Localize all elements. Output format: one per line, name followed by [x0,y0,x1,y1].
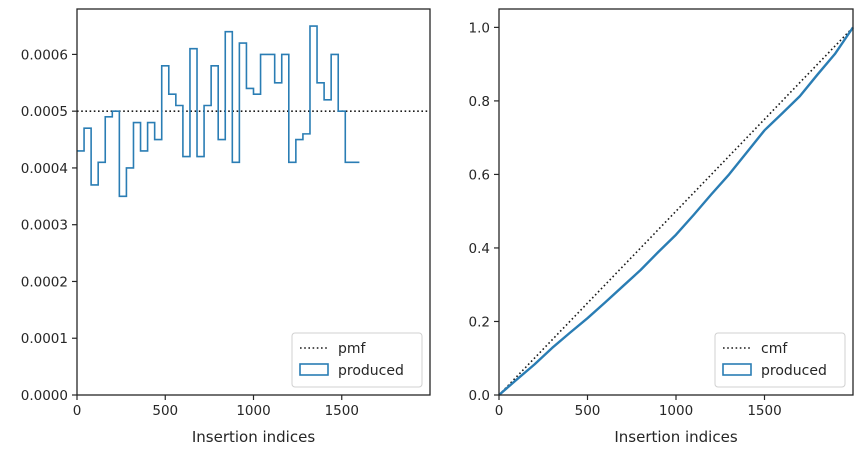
x-axis-title: Insertion indices [192,428,315,446]
pmf-histogram-panel: 0 500 1000 1500 0.0000 0.0001 0.0002 0.0003 0.00… [21,8,431,446]
y-tick-label: 0.0005 [21,104,68,120]
x-tick-label: 0 [73,403,82,419]
y-tick-label: 0.2 [469,314,490,330]
legend-cmf-label: cmf [761,341,788,357]
y-tick-label: 0.0001 [21,331,68,347]
y-tick-label: 0.0006 [21,47,68,63]
x-tick-label: 1500 [325,403,359,419]
x-tick-label: 0 [495,403,504,419]
legend-pmf-label: pmf [338,341,367,357]
legend-produced-swatch [299,363,329,376]
x-tick-label: 1000 [236,403,270,419]
legend-box [291,332,423,388]
cmf-cumulative-panel: 0 500 1000 1500 0.0 0.2 0.4 0.6 0.8 1.0 Insertion … [469,8,854,446]
series-cmf-line [498,26,854,396]
x-tick-label: 1500 [747,403,781,419]
series-produced-cumulative-line [498,26,854,396]
legend-produced-swatch [722,363,752,376]
y-tick-label: 0.0002 [21,274,68,290]
x-tick-label: 500 [152,403,178,419]
y-tick-label: 0.0000 [21,388,68,404]
x-tick-label: 1000 [659,403,693,419]
x-tick-label: 500 [575,403,601,419]
legend-box [714,332,846,388]
x-axis-title: Insertion indices [614,428,737,446]
legend-produced-label: produced [761,363,827,379]
y-tick-label: 0.6 [469,167,490,183]
y-tick-label: 0.4 [469,241,490,257]
y-tick-label: 1.0 [469,20,490,36]
legend-produced-label: produced [338,363,404,379]
y-tick-label: 0.0 [469,388,490,404]
y-tick-label: 0.8 [469,94,490,110]
y-tick-label: 0.0003 [21,218,68,234]
y-tick-label: 0.0004 [21,161,68,177]
series-produced-step [77,25,360,198]
